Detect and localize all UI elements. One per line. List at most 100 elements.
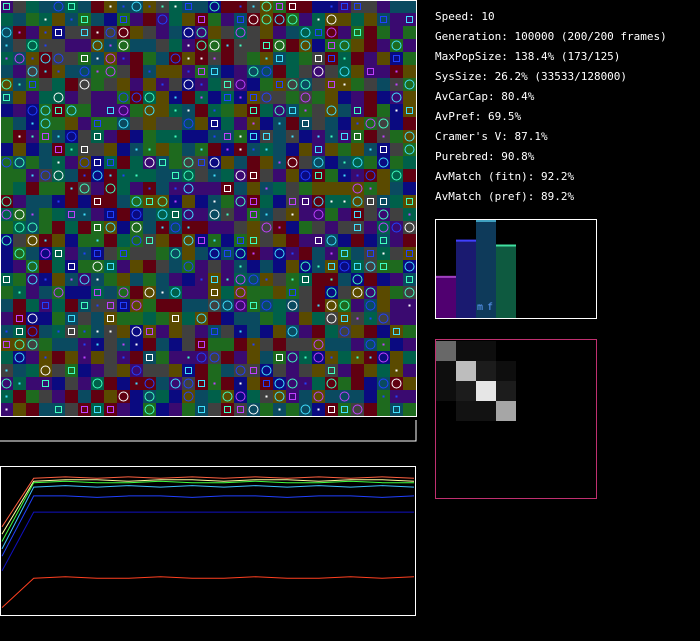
agent	[198, 159, 205, 166]
agent	[276, 55, 283, 62]
agent	[213, 57, 216, 60]
agent	[261, 1, 272, 12]
agent	[107, 211, 114, 218]
agent	[354, 107, 361, 114]
cell	[104, 390, 117, 403]
agent	[378, 118, 389, 129]
agent	[343, 174, 346, 177]
cell	[286, 182, 299, 195]
agent	[187, 109, 190, 112]
cell	[377, 325, 390, 338]
cell	[65, 117, 78, 130]
agent	[31, 174, 34, 177]
agent	[170, 222, 181, 233]
cell	[78, 117, 91, 130]
cell	[260, 247, 273, 260]
cell	[104, 91, 117, 104]
cell	[143, 312, 156, 325]
cell	[221, 195, 234, 208]
agent	[198, 16, 205, 23]
agent	[291, 135, 294, 138]
cell	[182, 273, 195, 286]
agent	[343, 161, 346, 164]
cell	[182, 143, 195, 156]
agent	[170, 53, 181, 64]
agent	[235, 196, 246, 207]
agent	[274, 105, 285, 116]
stat-line: Cramer's V: 87.1%	[435, 130, 548, 143]
cell	[182, 195, 195, 208]
cell	[247, 52, 260, 65]
agent	[237, 16, 244, 23]
cell	[299, 156, 312, 169]
cell	[260, 234, 273, 247]
agent	[378, 222, 389, 233]
agent	[53, 92, 64, 103]
agent	[44, 356, 47, 359]
agent	[1, 235, 12, 246]
agent	[291, 213, 294, 216]
graph-border	[0, 466, 416, 616]
agent	[148, 70, 151, 73]
cell	[130, 78, 143, 91]
cell	[221, 221, 234, 234]
agent	[252, 343, 255, 346]
agent	[172, 172, 179, 179]
agent	[148, 148, 151, 151]
agent	[317, 18, 320, 21]
cell	[208, 91, 221, 104]
cell	[377, 195, 390, 208]
agent	[144, 378, 155, 389]
cell	[104, 13, 117, 26]
agent	[16, 328, 23, 335]
cell	[104, 312, 117, 325]
cell	[39, 312, 52, 325]
agent	[328, 367, 335, 374]
agent	[404, 261, 415, 272]
agent	[315, 29, 322, 36]
agent	[330, 5, 333, 8]
cell	[91, 208, 104, 221]
agent	[406, 276, 413, 283]
cell	[0, 0, 13, 13]
cell	[325, 169, 338, 182]
cell	[273, 143, 286, 156]
cell	[364, 377, 377, 390]
agent	[291, 252, 294, 255]
agent	[131, 235, 142, 246]
cell	[0, 117, 13, 130]
agent	[209, 248, 220, 259]
cell	[195, 299, 208, 312]
cell	[325, 91, 338, 104]
cell	[312, 169, 325, 182]
agent	[224, 250, 231, 257]
agent	[105, 27, 116, 38]
cell	[52, 273, 65, 286]
agent	[317, 265, 320, 268]
agent	[172, 315, 179, 322]
agent	[341, 250, 348, 257]
cell	[91, 312, 104, 325]
cell	[143, 78, 156, 91]
agent	[404, 222, 415, 233]
agent	[122, 343, 125, 346]
cell	[260, 312, 273, 325]
world-grid	[0, 0, 416, 416]
cell	[195, 221, 208, 234]
agent	[187, 226, 190, 229]
agent	[313, 157, 324, 168]
cell	[351, 299, 364, 312]
cell	[182, 0, 195, 13]
agent	[94, 406, 101, 413]
agent	[81, 29, 88, 36]
cell	[130, 182, 143, 195]
agent	[222, 300, 233, 311]
cell	[65, 0, 78, 13]
agent	[406, 198, 413, 205]
cell	[195, 260, 208, 273]
cell	[156, 390, 169, 403]
agent	[146, 354, 153, 361]
agent	[261, 365, 272, 376]
agent	[304, 356, 307, 359]
agent	[352, 274, 363, 285]
